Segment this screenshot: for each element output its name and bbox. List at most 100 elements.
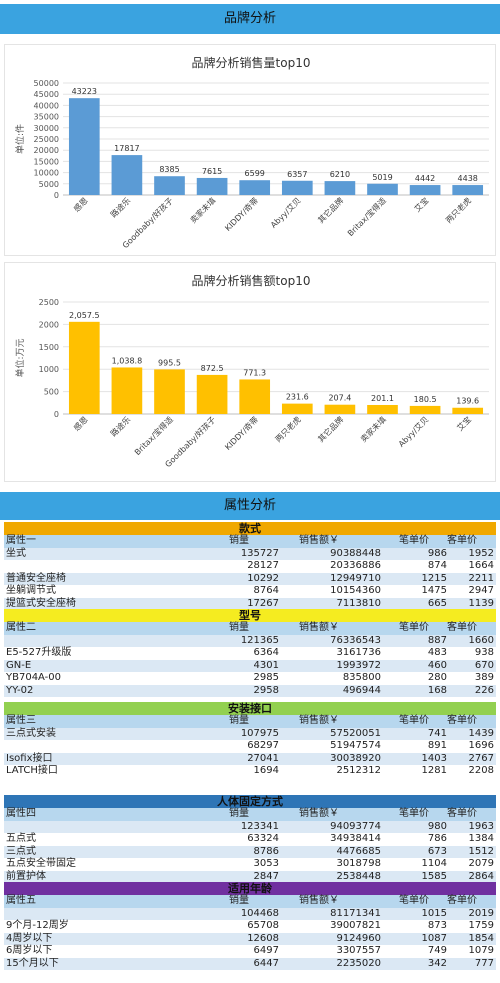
table-cell: 1104 xyxy=(421,858,447,869)
table-cell: 12608 xyxy=(247,932,279,944)
column-header: 属性四 xyxy=(6,808,36,819)
data-label: 6210 xyxy=(330,170,350,179)
column-header: 销量 xyxy=(229,535,249,546)
table-cell: 2947 xyxy=(468,585,494,596)
table-cell: 3053 xyxy=(253,858,279,869)
table-cell: 6497 xyxy=(253,945,279,956)
table-cell: 10154360 xyxy=(330,585,381,596)
data-label: 231.6 xyxy=(286,393,309,402)
table-cell: 90388448 xyxy=(330,547,381,559)
bar xyxy=(409,185,441,195)
table-row: 68297 51947574 891 1696 xyxy=(4,740,496,753)
table-cell: 8764 xyxy=(253,585,279,596)
chart-title: 品牌分析销售量top10 xyxy=(192,55,311,70)
column-header: 销量 xyxy=(229,895,249,906)
table-row: E5-527升级版 6364 3161736 483 938 xyxy=(4,647,496,660)
column-header: 属性一 xyxy=(6,535,36,546)
table-cell: 57520051 xyxy=(330,727,381,739)
table-cell: 20336886 xyxy=(330,560,381,571)
bar xyxy=(452,407,484,414)
x-tick-label: Britax/宝得适 xyxy=(132,414,175,457)
y-tick-label: 5000 xyxy=(39,180,59,189)
attribute-section: 适用年龄 属性五 销量 销售额￥ 笔单价 客单价 104468 81171341 1015 201… xyxy=(4,882,496,970)
table-cell: 749 xyxy=(427,945,447,956)
table-cell: 1403 xyxy=(421,752,447,764)
table-cell: 670 xyxy=(474,659,494,671)
data-label: 8385 xyxy=(159,165,179,174)
attribute-section: 人体固定方式 属性四 销量 销售额￥ 笔单价 客单价 123341 94093774 980 19… xyxy=(4,795,496,883)
table-cell: 1660 xyxy=(468,634,494,646)
table-cell: 1281 xyxy=(421,765,447,776)
column-header: 销售额￥ xyxy=(299,715,339,726)
x-tick-label: 两只老虎 xyxy=(443,195,473,225)
table-cell: 4周岁以下 xyxy=(6,932,53,944)
column-header: 销售额￥ xyxy=(299,622,339,633)
brand-analysis-banner: 品牌分析 xyxy=(0,4,500,34)
table-cell: 34938414 xyxy=(330,833,381,844)
bar xyxy=(324,181,356,195)
section-title: 人体固定方式 xyxy=(4,795,496,808)
table-cell: 2958 xyxy=(253,684,279,696)
y-tick-label: 15000 xyxy=(34,157,59,166)
table-cell: 460 xyxy=(427,659,447,671)
table-cell: 873 xyxy=(427,920,447,931)
column-header: 笔单价 xyxy=(399,895,429,906)
y-tick-label: 2500 xyxy=(39,298,59,307)
table-cell: 280 xyxy=(427,672,447,683)
table-cell: 665 xyxy=(427,597,447,609)
table-cell: 986 xyxy=(427,547,447,559)
section-title: 安装接口 xyxy=(4,702,496,715)
column-header: 客单价 xyxy=(447,715,477,726)
table-row: 28127 20336886 874 1664 xyxy=(4,560,496,573)
table-cell: 前置护体 xyxy=(6,870,46,882)
y-tick-label: 35000 xyxy=(34,113,59,122)
table-cell: 342 xyxy=(427,957,447,969)
x-tick-label: 路途乐 xyxy=(108,195,132,219)
table-cell: 3161736 xyxy=(336,647,381,658)
table-cell: 1139 xyxy=(468,597,494,609)
table-cell: 874 xyxy=(427,560,447,571)
table-cell: 1694 xyxy=(253,765,279,776)
data-label: 6357 xyxy=(287,170,307,179)
table-cell: 76336543 xyxy=(330,634,381,646)
y-tick-label: 45000 xyxy=(34,90,59,99)
table-header-row: 属性一 销量 销售额￥ 笔单价 客单价 xyxy=(4,535,496,548)
table-cell: 2208 xyxy=(468,765,494,776)
bar xyxy=(196,374,228,414)
table-row: GN-E 4301 1993972 460 670 xyxy=(4,659,496,672)
table-row: 104468 81171341 1015 2019 xyxy=(4,907,496,920)
column-header: 笔单价 xyxy=(399,622,429,633)
table-cell: 8786 xyxy=(253,845,279,857)
y-tick-label: 1500 xyxy=(39,343,59,352)
table-cell: 835800 xyxy=(342,672,381,683)
table-cell: 777 xyxy=(474,957,494,969)
x-tick-label: 艾宝 xyxy=(455,414,473,432)
y-tick-label: 0 xyxy=(54,191,59,200)
table-row: 123341 94093774 980 1963 xyxy=(4,820,496,833)
table-cell: 496944 xyxy=(342,684,381,696)
table-cell: 6364 xyxy=(253,647,279,658)
table-cell: 81171341 xyxy=(330,907,381,919)
table-row: 提篮式安全座椅 17267 7113810 665 1139 xyxy=(4,597,496,610)
table-row: 三点式安装 107975 57520051 741 1439 xyxy=(4,727,496,740)
table-cell: 2864 xyxy=(468,870,494,882)
table-cell: 938 xyxy=(474,647,494,658)
x-tick-label: 两只老虎 xyxy=(273,414,303,444)
data-label: 139.6 xyxy=(456,397,479,406)
table-cell: 五点安全带固定 xyxy=(6,858,76,869)
data-label: 872.5 xyxy=(201,364,224,373)
table-cell: 887 xyxy=(427,634,447,646)
table-cell: 7113810 xyxy=(336,597,381,609)
table-cell: 2847 xyxy=(253,870,279,882)
table-cell: 1952 xyxy=(468,547,494,559)
x-tick-label: 其它品牌 xyxy=(316,195,346,225)
column-header: 属性三 xyxy=(6,715,36,726)
attribute-section: 型号 属性二 销量 销售额￥ 笔单价 客单价 121365 76336543 887 1660 E5… xyxy=(4,609,496,697)
bar xyxy=(68,321,100,414)
table-cell: 2767 xyxy=(468,752,494,764)
table-cell: 4476685 xyxy=(336,845,381,857)
table-cell: 673 xyxy=(427,845,447,857)
bar xyxy=(281,180,313,195)
y-tick-label: 25000 xyxy=(34,135,59,144)
x-tick-label: Abyy/艾贝 xyxy=(397,415,431,449)
